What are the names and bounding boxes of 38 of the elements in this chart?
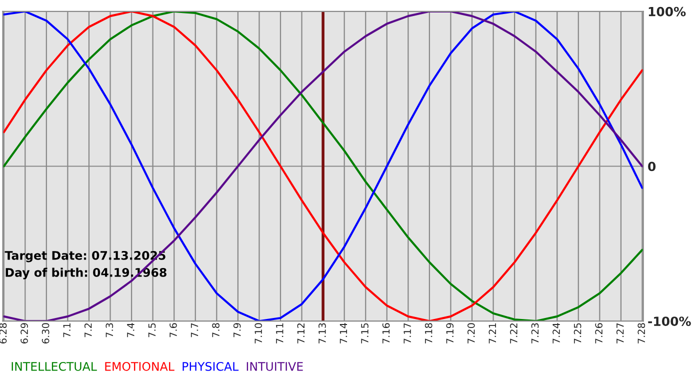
x-tick-label: 7.26 [595, 323, 602, 344]
x-tick-label: 7.18 [424, 323, 432, 344]
text: PHYSICAL [182, 362, 239, 371]
text: INTELLECTUAL [12, 362, 97, 371]
x-tick-label: 7.24 [552, 323, 560, 344]
x-tick-label: 7.4 [127, 323, 134, 338]
x-tick-label: 7.15 [361, 323, 368, 344]
text: INTUITIVE [246, 362, 303, 371]
x-tick-label: 7.25 [574, 323, 582, 344]
x-tick-label: 7.7 [190, 323, 198, 338]
x-tick-label: 7.11 [276, 323, 284, 344]
y-tick-label: -100% [648, 316, 691, 326]
x-tick-label: 7.22 [510, 323, 518, 344]
line-series [2, 11, 644, 322]
x-tick-label: 7.20 [467, 323, 475, 344]
y-tick-label: 100% [648, 6, 686, 16]
x-tick-label: 7.8 [212, 323, 220, 338]
text: EMOTIONAL [105, 362, 174, 371]
x-tick-label: 7.27 [616, 323, 624, 344]
x-tick-label: 7.16 [382, 323, 390, 344]
x-tick-label: 7.12 [297, 323, 304, 344]
x-tick-label: 7.13 [318, 323, 326, 344]
x-tick-label: 7.17 [404, 323, 411, 344]
x-tick-label: 7.9 [233, 323, 241, 338]
x-tick-label: 6.30 [42, 323, 50, 344]
x-tick-label: 7.10 [254, 323, 262, 344]
x-tick-label: 7.3 [106, 323, 114, 338]
x-tick-label: 7.14 [340, 323, 348, 344]
x-tick-label: 7.21 [488, 323, 496, 344]
y-tick-label: 0 [648, 162, 656, 172]
x-tick-label: 7.6 [170, 323, 177, 338]
x-tick-label: 7.28 [638, 323, 646, 344]
x-tick-label: 7.19 [446, 323, 454, 344]
x-tick-label: 7.23 [531, 323, 539, 344]
x-tick-label: 7.1 [63, 323, 70, 338]
x-tick-label: 7.2 [84, 323, 92, 338]
x-tick-label: 6.29 [20, 323, 28, 344]
x-tick-label: 7.5 [148, 323, 156, 338]
